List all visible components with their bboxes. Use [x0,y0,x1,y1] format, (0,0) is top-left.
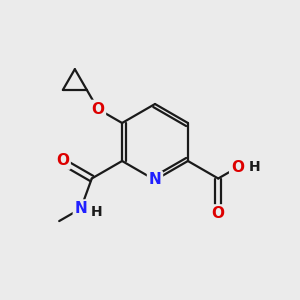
Text: O: O [231,160,244,175]
Text: O: O [56,153,69,168]
Text: N: N [74,201,87,216]
Text: H: H [248,160,260,173]
Text: H: H [91,205,103,219]
Text: O: O [212,206,225,221]
Text: N: N [148,172,161,188]
Text: O: O [91,101,104,116]
